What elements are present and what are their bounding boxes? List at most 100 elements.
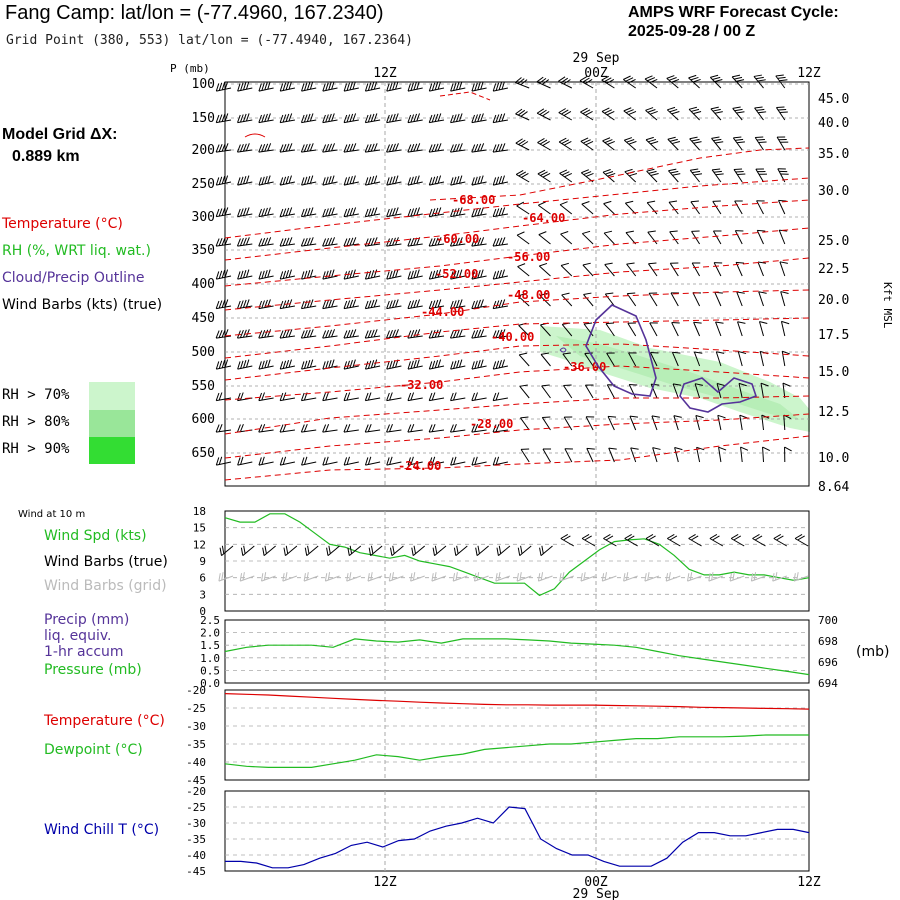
wind-barb: [715, 321, 724, 337]
barb-feather: [349, 299, 354, 308]
barb-feather: [693, 321, 702, 324]
barb-feather: [449, 330, 454, 339]
barb-feather: [671, 141, 680, 145]
barb-staff: [429, 275, 445, 280]
barb-feather: [331, 329, 336, 338]
barb-feather: [627, 292, 636, 295]
barb-feather: [498, 207, 503, 216]
barb-staff: [237, 243, 253, 247]
barb-staff: [492, 335, 508, 339]
barb-staff: [559, 172, 573, 183]
precip-tick-label: 1.5: [200, 639, 220, 652]
barb-staff: [301, 429, 317, 433]
barb-feather: [650, 352, 659, 354]
legend-dewpoint: Dewpoint (°C): [44, 742, 143, 758]
barb-feather: [416, 175, 420, 184]
barb-feather: [452, 143, 457, 152]
wind-barb: [563, 384, 573, 399]
rh-80-swatch: [89, 410, 135, 437]
barb-feather: [474, 270, 478, 279]
wind-barb: [492, 143, 508, 153]
wind-barb-grid: [601, 572, 617, 582]
barb-feather: [563, 535, 571, 541]
barb-staff: [604, 264, 615, 277]
wind-barb: [558, 76, 573, 89]
barb-feather: [261, 423, 266, 432]
barb-feather: [282, 208, 287, 217]
barb-feather: [364, 83, 369, 92]
barb-feather: [373, 329, 378, 338]
barb-staff: [471, 149, 487, 153]
barb-feather: [221, 572, 224, 581]
barb-staff: [670, 292, 679, 307]
top-time-tick-label: 12Z: [797, 66, 821, 81]
wind-barb-grid: [346, 572, 361, 582]
barb-feather: [343, 424, 348, 433]
barb-feather: [498, 270, 503, 279]
barb-feather: [471, 361, 475, 370]
barb-staff: [793, 575, 809, 582]
wind-barb: [629, 415, 639, 431]
wind-barb: [471, 143, 487, 153]
barb-feather: [450, 361, 454, 370]
barb-feather: [306, 237, 311, 246]
cloud-outline: [585, 304, 657, 397]
barb-feather: [288, 175, 292, 184]
temperature-contour: [224, 435, 810, 481]
barb-feather: [218, 270, 223, 279]
barb-staff: [327, 545, 340, 557]
barb-feather: [453, 208, 457, 217]
wind-barb: [780, 320, 790, 337]
barb-staff: [216, 275, 232, 280]
barb-feather: [797, 535, 805, 541]
barb-feather: [779, 170, 788, 173]
barb-staff: [761, 415, 764, 431]
barb-feather: [453, 82, 457, 91]
barb-feather: [714, 262, 723, 264]
barb-staff: [666, 575, 681, 582]
barb-staff: [775, 75, 786, 89]
barb-staff: [258, 275, 274, 280]
barb-feather: [428, 457, 433, 466]
wind-barb: [536, 76, 551, 89]
barb-feather: [712, 200, 721, 202]
barb-staff: [237, 119, 253, 124]
barb-feather: [391, 572, 394, 581]
wind-barb: [449, 237, 466, 247]
barb-staff: [322, 275, 338, 280]
barb-feather: [395, 113, 399, 122]
barb-feather: [279, 238, 284, 247]
barb-feather: [346, 143, 351, 152]
wind-barb-grid: [623, 572, 638, 582]
wind-barb: [471, 175, 487, 186]
barb-feather: [322, 83, 326, 92]
pressure-tick-label: 700: [818, 614, 838, 627]
barb-feather: [477, 176, 481, 185]
barb-feather: [437, 359, 442, 368]
barb-feather: [416, 113, 420, 122]
precip-tick-label: 2.5: [200, 614, 220, 627]
barb-feather: [370, 329, 375, 338]
barb-feather: [539, 109, 547, 116]
wind-barb: [717, 414, 726, 431]
barb-staff: [258, 119, 274, 124]
barb-feather: [389, 329, 393, 338]
barb-feather: [477, 237, 482, 246]
barb-feather: [428, 114, 433, 123]
barb-feather: [519, 572, 522, 581]
wind-barb: [450, 175, 466, 186]
barb-staff: [760, 383, 764, 399]
barb-staff: [344, 181, 359, 186]
wind-barb: [602, 169, 616, 183]
barb-feather: [480, 113, 484, 122]
windchill-panel-frame: [224, 790, 810, 872]
legend-precip: Precip (mm) liq. equiv. 1-hr accum: [44, 612, 129, 660]
barb-feather: [370, 299, 375, 308]
barb-feather: [515, 169, 524, 175]
barb-feather: [343, 271, 348, 280]
barb-feather: [458, 175, 463, 184]
wind-barb: [520, 448, 530, 463]
barb-feather: [625, 572, 629, 581]
barb-feather: [585, 384, 594, 386]
barb-staff: [407, 243, 423, 247]
